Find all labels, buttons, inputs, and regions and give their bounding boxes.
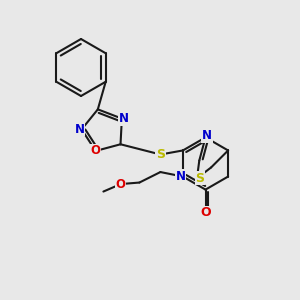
Text: N: N xyxy=(119,112,129,125)
Text: S: S xyxy=(156,148,165,161)
Text: N: N xyxy=(74,123,85,136)
Text: O: O xyxy=(91,144,101,158)
Text: N: N xyxy=(176,170,185,183)
Text: O: O xyxy=(116,178,126,190)
Text: N: N xyxy=(202,129,212,142)
Text: O: O xyxy=(200,206,211,219)
Text: S: S xyxy=(196,172,205,185)
